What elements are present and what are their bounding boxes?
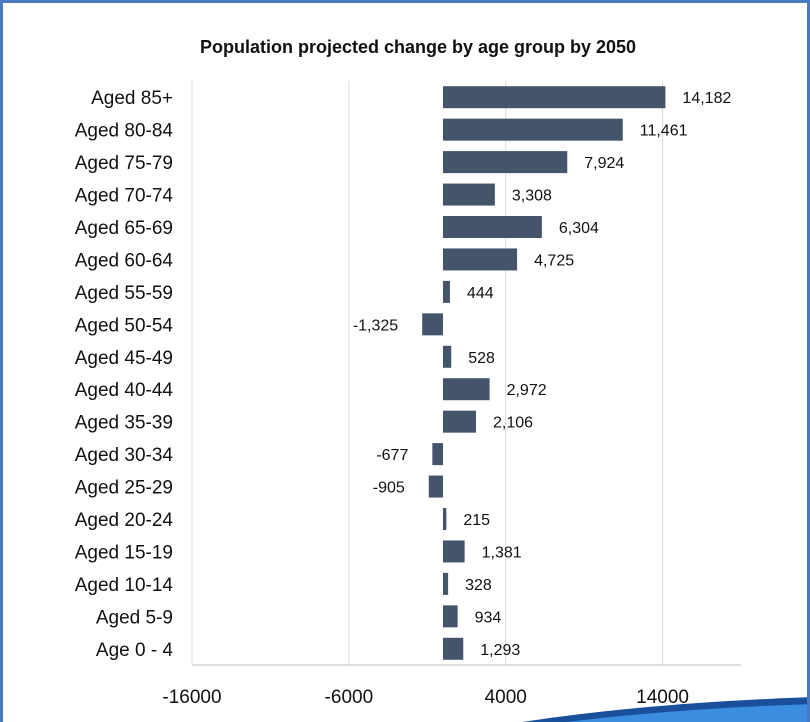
chart-title: Population projected change by age group… <box>200 37 636 57</box>
category-label: Aged 55-59 <box>75 283 173 304</box>
bar-chart: Population projected change by age group… <box>75 37 741 708</box>
category-label: Aged 50-54 <box>75 315 174 336</box>
data-label: 6,304 <box>559 220 599 237</box>
data-label: 7,924 <box>584 155 624 172</box>
bars <box>422 86 666 660</box>
bar <box>442 540 465 563</box>
category-label: Aged 35-39 <box>75 413 173 434</box>
bar <box>422 313 443 336</box>
data-label: 14,182 <box>682 90 731 107</box>
bar <box>442 637 464 660</box>
category-label: Aged 10-14 <box>75 575 174 596</box>
bar <box>442 151 568 174</box>
bar <box>442 118 623 141</box>
data-label: 528 <box>468 350 495 367</box>
data-label: 3,308 <box>512 188 552 205</box>
bar <box>442 280 450 303</box>
category-label: Aged 75-79 <box>75 153 173 174</box>
category-label: Aged 70-74 <box>75 186 174 207</box>
bar <box>442 248 518 271</box>
data-labels: 14,182 11,461 7,924 3,308 6,304 4,725 444 -1,32… <box>353 90 732 659</box>
bar <box>442 378 490 401</box>
data-label: 215 <box>463 512 490 529</box>
data-label: 2,972 <box>507 382 547 399</box>
data-label: 328 <box>465 577 492 594</box>
category-label: Aged 85+ <box>91 88 173 109</box>
bar <box>428 475 443 498</box>
data-label: -905 <box>373 480 405 497</box>
bar <box>442 572 449 595</box>
swoosh-light <box>566 704 807 722</box>
data-label: 934 <box>475 609 502 626</box>
category-label: Aged 60-64 <box>75 250 174 271</box>
data-label: -1,325 <box>353 317 398 334</box>
bar <box>442 345 452 368</box>
x-axis-labels: -16000 -6000 4000 14000 <box>162 687 689 708</box>
data-label: -677 <box>376 447 408 464</box>
category-label: Aged 15-19 <box>75 542 173 563</box>
gridlines <box>191 81 741 666</box>
category-label: Aged 30-34 <box>75 445 174 466</box>
category-label: Aged 80-84 <box>75 121 174 142</box>
decorative-swoosh <box>522 697 807 722</box>
data-label: 444 <box>467 285 494 302</box>
category-label: Aged 45-49 <box>75 348 173 369</box>
bar <box>432 443 443 466</box>
bar <box>442 410 477 433</box>
bar <box>442 86 666 109</box>
data-label: 1,293 <box>480 642 520 659</box>
data-label: 11,461 <box>640 123 688 140</box>
category-label: Aged 20-24 <box>75 510 174 531</box>
y-axis-labels: Aged 85+ Aged 80-84 Aged 75-79 Aged 70-74 Ag… <box>75 88 174 661</box>
data-label: 1,381 <box>482 544 522 561</box>
bar <box>442 508 447 530</box>
x-tick-label: 14000 <box>636 687 689 708</box>
category-label: Age 0 - 4 <box>96 640 174 661</box>
data-label: 2,106 <box>493 415 533 432</box>
category-label: Aged 25-29 <box>75 478 173 499</box>
bar <box>442 183 495 206</box>
x-tick-label: 4000 <box>485 687 527 708</box>
category-label: Aged 40-44 <box>75 380 174 401</box>
x-tick-label: -16000 <box>162 687 221 708</box>
bar <box>442 605 458 628</box>
x-tick-label: -6000 <box>325 687 374 708</box>
data-label: 4,725 <box>534 252 574 269</box>
bar <box>442 216 542 238</box>
category-label: Aged 5-9 <box>96 607 173 628</box>
category-label: Aged 65-69 <box>75 218 173 239</box>
